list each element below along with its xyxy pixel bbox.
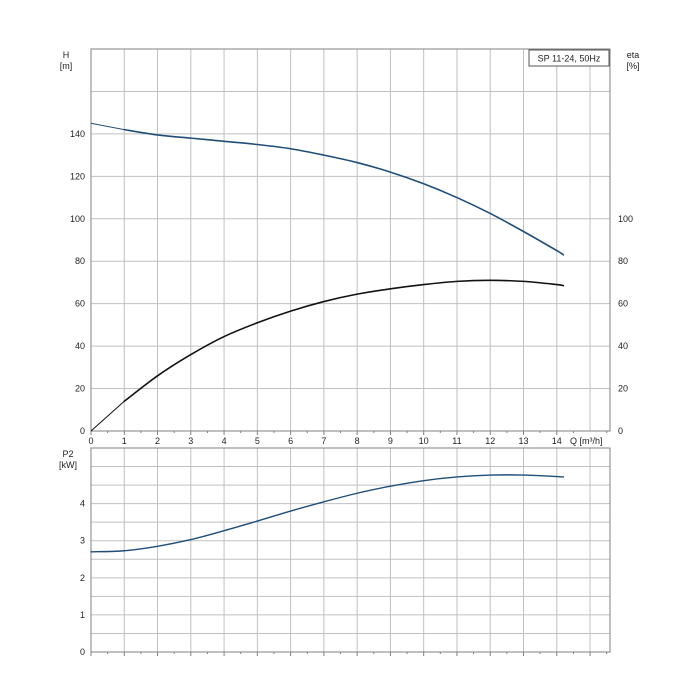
power-axis-unit: [kW]	[59, 460, 77, 470]
power-panel: 0 1 2 3 4	[80, 447, 611, 657]
y-left-tick-label: 0	[80, 647, 85, 657]
y-right-tick-label: 20	[618, 384, 628, 394]
y-left-tick-label: 120	[70, 171, 85, 181]
x-tick-label: 0	[88, 436, 93, 446]
power-axis-title: P2	[62, 449, 73, 459]
y-left-tick-label: 40	[75, 341, 85, 351]
x-tick-label: 7	[321, 436, 326, 446]
pump-model-label: SP 11-24, 50Hz	[538, 54, 601, 64]
y-left-axis-title: H	[63, 50, 70, 60]
efficiency-curve	[123, 279, 565, 403]
x-tick-label: 8	[355, 436, 360, 446]
x-tick-label: 10	[419, 436, 429, 446]
head-curve	[123, 128, 565, 256]
y-right-tick-label: 60	[618, 299, 628, 309]
x-tick-label: 9	[388, 436, 393, 446]
y-left-tick-label: 0	[80, 426, 85, 436]
x-tick-label: 11	[452, 436, 461, 446]
y-right-tick-label: 80	[618, 256, 628, 266]
y-left-tick-label: 2	[80, 573, 85, 583]
y-left-tick-label: 20	[75, 384, 85, 394]
x-tick-label: 4	[222, 436, 227, 446]
x-axis-title: Q [m³/h]	[570, 436, 603, 446]
x-tick-label: 14	[552, 436, 562, 446]
x-tick-label: 12	[485, 436, 495, 446]
power-curve	[90, 474, 565, 553]
chart-labels: H[m] eta[%] Q [m³/h] P2[kW]	[59, 50, 640, 470]
y-left-tick-label: 80	[75, 256, 85, 266]
y-left-tick-label: 140	[70, 129, 85, 139]
y-right-axis-unit: [%]	[626, 61, 639, 71]
head-curve-start	[90, 122, 125, 131]
x-tick-label: 2	[155, 436, 160, 446]
y-left-tick-label: 4	[80, 499, 85, 509]
y-right-tick-label: 40	[618, 341, 628, 351]
y-left-tick-label: 3	[80, 536, 85, 546]
plot-frame	[90, 447, 611, 653]
efficiency-curve-start	[90, 400, 125, 432]
pump-model-box	[528, 49, 610, 67]
x-tick-label: 5	[255, 436, 260, 446]
x-tick-label: 3	[188, 436, 193, 446]
y-left-tick-label: 1	[80, 610, 85, 620]
plot-frame	[90, 48, 611, 432]
y-left-tick-label: 60	[75, 299, 85, 309]
x-tick-label: 6	[288, 436, 293, 446]
y-right-tick-label: 100	[618, 214, 633, 224]
y-left-tick-label: 100	[70, 214, 85, 224]
x-tick-label: 1	[122, 436, 127, 446]
x-tick-label: 13	[518, 436, 528, 446]
y-right-tick-label: 0	[618, 426, 623, 436]
y-left-axis-unit: [m]	[60, 61, 73, 71]
y-right-axis-title: eta	[627, 50, 640, 60]
head-efficiency-panel: 0 1 2 3 4 5 6 7 8 9 10 11 12 13 1402040608010012014002…	[70, 48, 633, 446]
